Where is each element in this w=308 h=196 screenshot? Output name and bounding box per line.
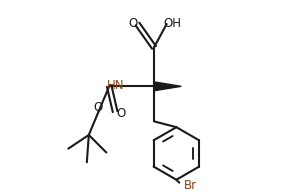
Text: HN: HN: [107, 79, 125, 92]
Text: O: O: [128, 17, 138, 30]
Text: O: O: [116, 107, 125, 120]
Text: O: O: [93, 101, 102, 114]
Polygon shape: [155, 82, 181, 91]
Text: Br: Br: [184, 179, 197, 192]
Text: OH: OH: [164, 17, 181, 30]
